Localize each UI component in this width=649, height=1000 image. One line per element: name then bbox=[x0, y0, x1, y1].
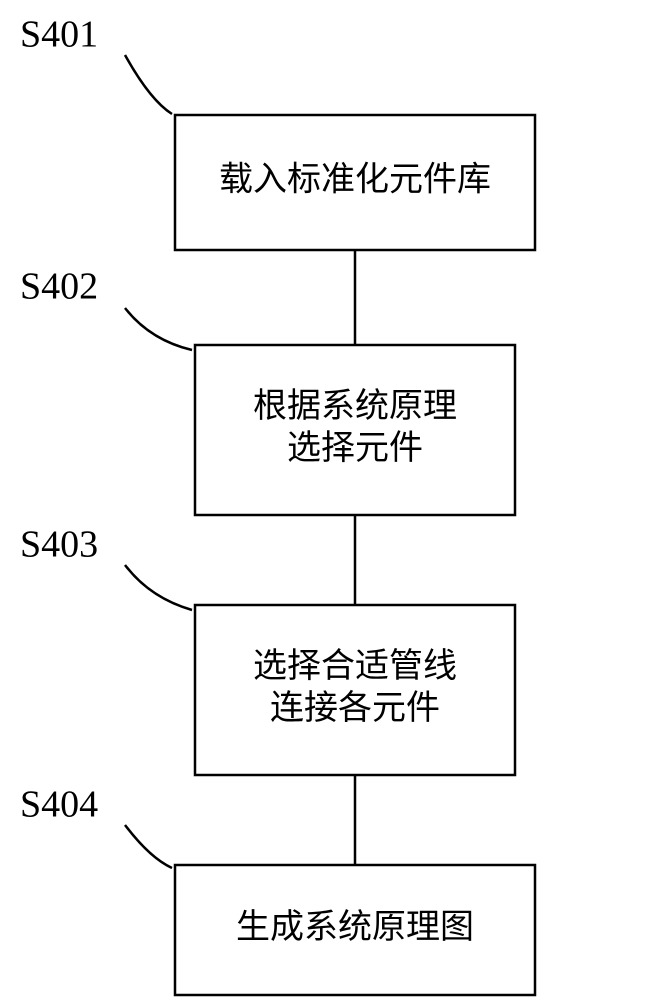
flowchart-diagram: 载入标准化元件库 S401 根据系统原理选择元件 S402 选择合适管线连接各元件 S40… bbox=[0, 0, 649, 1000]
step-label-n4: S404 bbox=[20, 784, 98, 826]
flow-step-text-n3-line1: 连接各元件 bbox=[270, 689, 440, 727]
leader-n1 bbox=[125, 55, 172, 114]
flow-step-text-n2-line0: 根据系统原理 bbox=[253, 387, 457, 425]
flow-step-text-n4-line0: 生成系统原理图 bbox=[236, 908, 474, 946]
leader-n2 bbox=[125, 308, 192, 350]
flow-step-text-n1-line0: 载入标准化元件库 bbox=[219, 160, 491, 198]
flow-step-text-n2-line1: 选择元件 bbox=[287, 429, 423, 467]
leader-n3 bbox=[125, 565, 192, 610]
flow-step-text-n3-line0: 选择合适管线 bbox=[253, 647, 457, 685]
step-label-n1: S401 bbox=[20, 14, 98, 56]
leader-n4 bbox=[125, 825, 172, 868]
step-label-n3: S403 bbox=[20, 524, 98, 566]
step-label-n2: S402 bbox=[20, 266, 98, 308]
